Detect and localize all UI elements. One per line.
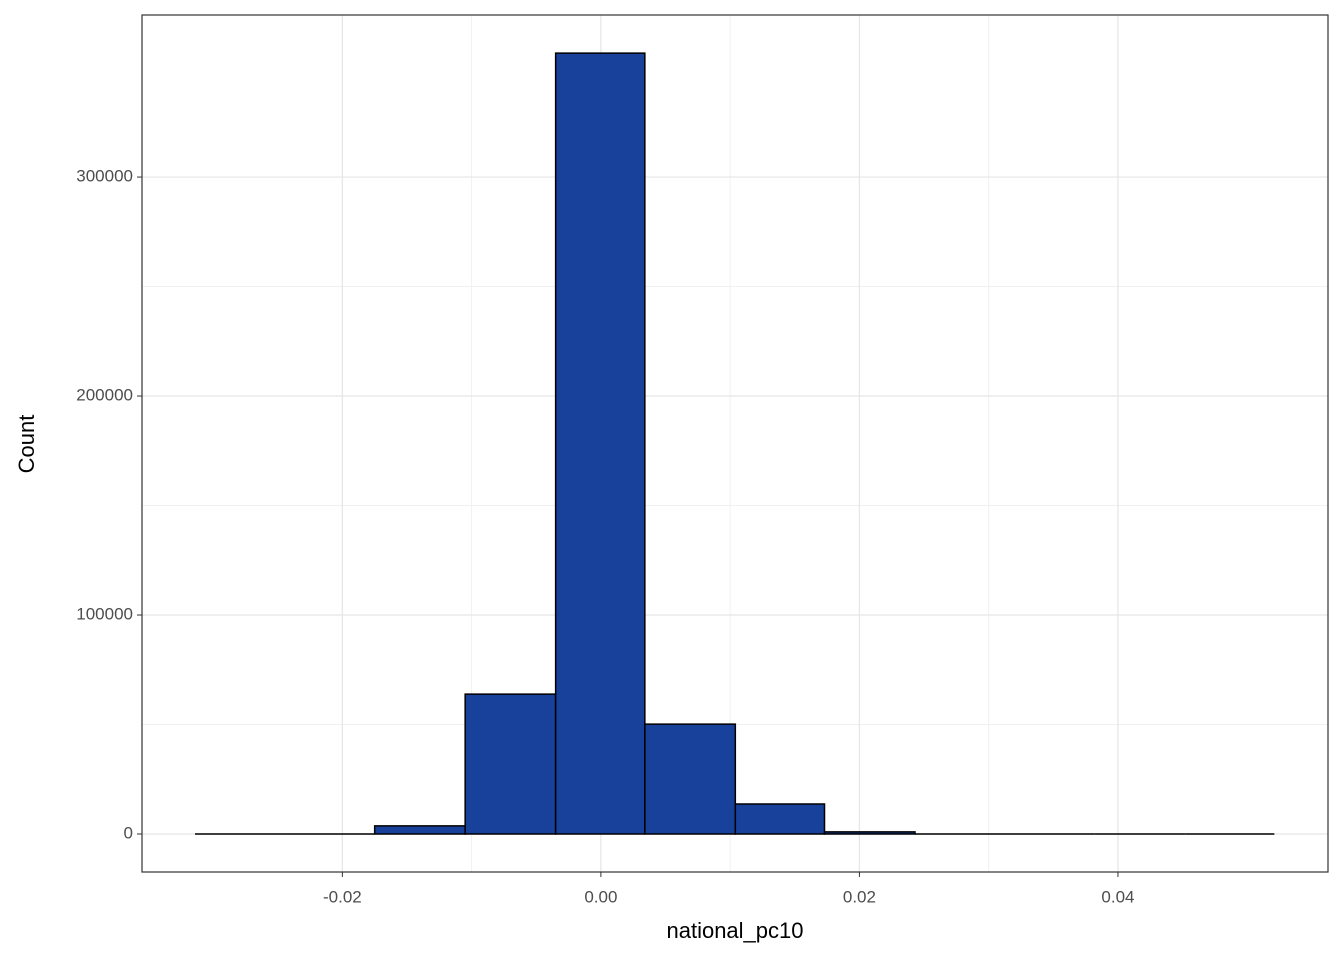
y-axis-title: Count	[14, 415, 39, 474]
x-axis-title: national_pc10	[666, 918, 803, 943]
x-tick-label: 0.04	[1101, 887, 1134, 906]
panel-border	[141, 14, 1329, 873]
y-tick-label: 200000	[76, 386, 133, 405]
y-tick-label: 300000	[76, 167, 133, 186]
x-tick-label: 0.00	[584, 887, 617, 906]
bar	[823, 831, 916, 835]
x-tick-label: 0.02	[843, 887, 876, 906]
bar	[554, 52, 646, 835]
bar	[644, 723, 737, 835]
bar	[464, 693, 557, 835]
x-tick-label: -0.02	[323, 887, 362, 906]
bar	[734, 803, 826, 835]
bar	[373, 825, 466, 835]
y-tick-label: 100000	[76, 605, 133, 624]
y-tick-label: 0	[124, 823, 133, 842]
